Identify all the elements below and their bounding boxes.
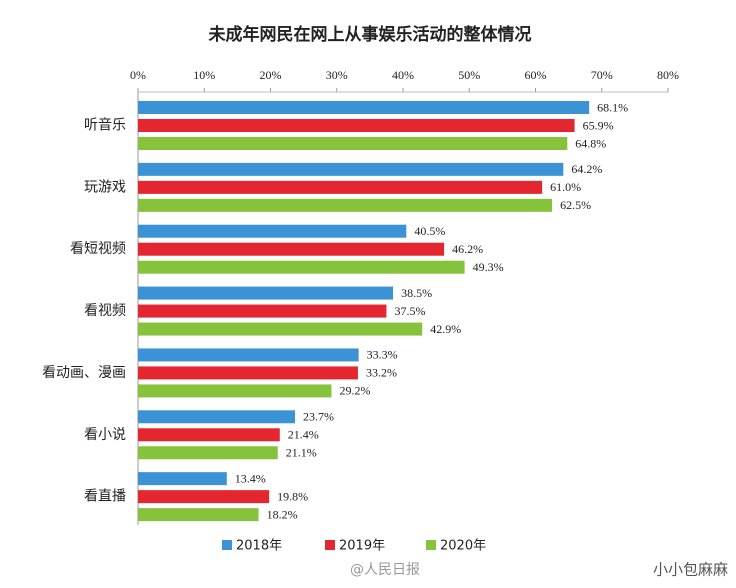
x-tick-label: 40% bbox=[392, 68, 414, 82]
data-label: 19.8% bbox=[277, 489, 308, 503]
x-tick-label: 0% bbox=[130, 68, 146, 82]
legend-label: 2020年 bbox=[440, 539, 486, 554]
bar bbox=[138, 260, 465, 274]
watermark: 小小包麻麻 bbox=[653, 561, 728, 579]
data-label: 21.1% bbox=[286, 446, 317, 460]
y-tick-label: 玩游戏 bbox=[84, 179, 126, 195]
data-label: 49.3% bbox=[473, 260, 504, 274]
data-label: 40.5% bbox=[414, 224, 445, 238]
data-label: 46.2% bbox=[452, 242, 483, 256]
data-label: 61.0% bbox=[550, 180, 581, 194]
data-label: 38.5% bbox=[401, 286, 432, 300]
y-tick-label: 看动画、漫画 bbox=[42, 365, 126, 381]
data-label: 29.2% bbox=[339, 384, 370, 398]
y-tick-label: 看视频 bbox=[84, 303, 126, 319]
data-label: 33.2% bbox=[366, 366, 397, 380]
y-tick-label: 看小说 bbox=[84, 427, 126, 443]
bar bbox=[138, 137, 568, 150]
bar bbox=[138, 242, 445, 256]
bar bbox=[138, 348, 359, 362]
legend-label: 2019年 bbox=[339, 539, 385, 554]
data-label: 18.2% bbox=[267, 507, 298, 521]
bar bbox=[138, 490, 270, 504]
bar bbox=[138, 162, 564, 176]
chart-title: 未成年网民在网上从事娱乐活动的整体情况 bbox=[208, 24, 532, 45]
legend-swatch bbox=[426, 540, 436, 550]
data-label: 37.5% bbox=[394, 304, 425, 318]
bar bbox=[138, 508, 259, 522]
data-label: 62.5% bbox=[560, 198, 591, 212]
y-tick-label: 听音乐 bbox=[84, 117, 126, 134]
bar bbox=[138, 224, 407, 238]
y-tick-label: 看直播 bbox=[84, 488, 126, 505]
watermark: @人民日报 bbox=[350, 562, 420, 578]
y-tick-label: 看短视频 bbox=[70, 241, 126, 257]
bar bbox=[138, 322, 423, 336]
legend-swatch bbox=[325, 540, 335, 550]
bar bbox=[138, 366, 358, 380]
bar bbox=[138, 304, 387, 318]
bar bbox=[138, 410, 296, 424]
x-tick-label: 20% bbox=[260, 68, 282, 82]
bar bbox=[138, 428, 280, 442]
x-tick-label: 80% bbox=[657, 68, 679, 82]
bar bbox=[138, 198, 553, 212]
x-tick-label: 50% bbox=[458, 68, 480, 82]
data-label: 23.7% bbox=[303, 410, 334, 424]
bar bbox=[138, 384, 332, 398]
data-label: 64.2% bbox=[571, 162, 602, 176]
bar bbox=[138, 101, 590, 114]
bar bbox=[138, 180, 543, 194]
bar bbox=[138, 119, 575, 132]
data-label: 42.9% bbox=[430, 322, 461, 336]
bar bbox=[138, 446, 278, 460]
x-tick-label: 60% bbox=[525, 68, 547, 82]
x-tick-label: 10% bbox=[193, 68, 215, 82]
data-label: 65.9% bbox=[583, 118, 614, 132]
x-tick-label: 30% bbox=[326, 68, 348, 82]
legend-swatch bbox=[222, 540, 232, 550]
bar bbox=[138, 472, 227, 486]
legend-label: 2018年 bbox=[236, 539, 282, 554]
data-label: 21.4% bbox=[288, 428, 319, 442]
data-label: 13.4% bbox=[235, 471, 266, 485]
bar bbox=[138, 286, 394, 300]
data-label: 33.3% bbox=[367, 348, 398, 362]
data-label: 64.8% bbox=[575, 136, 606, 150]
x-tick-label: 70% bbox=[591, 68, 613, 82]
data-label: 68.1% bbox=[597, 100, 628, 114]
